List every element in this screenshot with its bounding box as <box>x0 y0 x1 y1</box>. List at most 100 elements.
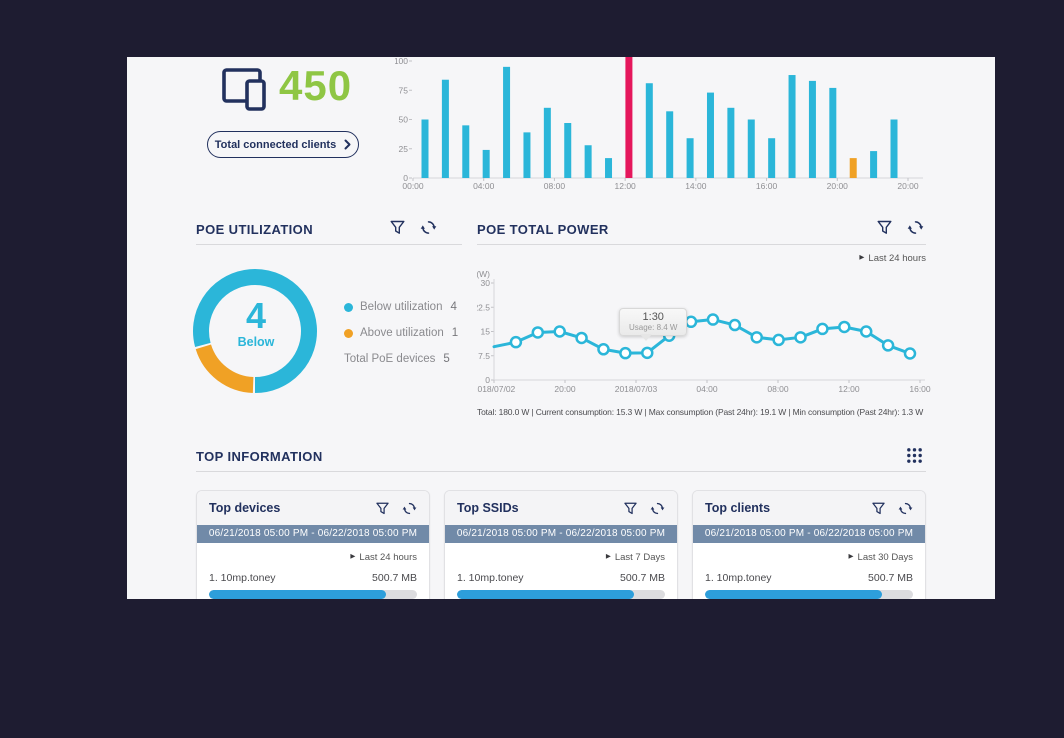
svg-text:2018/07/02: 2018/07/02 <box>477 384 516 394</box>
refresh-icon[interactable] <box>907 219 924 236</box>
period-label: Last 24 hours <box>359 552 417 563</box>
section-divider <box>196 471 926 472</box>
top-entry-row: 1. 10mp.toney 500.7 MB <box>209 572 417 584</box>
svg-text:12:00: 12:00 <box>838 384 860 394</box>
poe-power-stats: Total: 180.0 W | Current consumption: 15… <box>477 407 924 417</box>
legend-value: 1 <box>451 327 459 339</box>
svg-text:2018/07/03: 2018/07/03 <box>615 384 658 394</box>
grid-apps-icon[interactable] <box>906 447 923 464</box>
filter-icon[interactable] <box>375 501 390 516</box>
svg-text:16:00: 16:00 <box>909 384 931 394</box>
svg-text:75: 75 <box>399 85 409 95</box>
legend-item-above: Above utilization 1 <box>344 326 458 340</box>
filter-icon[interactable] <box>871 501 886 516</box>
chart-tooltip: 1:30 Usage: 8.4 W <box>619 308 688 341</box>
card-body: ▶ Last 24 hours 1. 10mp.toney 500.7 MB <box>197 543 429 599</box>
progress-fill <box>209 590 386 599</box>
period-label: Last 7 Days <box>614 552 665 563</box>
refresh-icon[interactable] <box>898 501 913 516</box>
svg-text:20:00: 20:00 <box>827 181 849 191</box>
svg-text:0: 0 <box>485 375 490 385</box>
top-entry-row: 1. 10mp.toney 500.7 MB <box>705 572 913 584</box>
connected-clients-count: 450 <box>279 62 353 109</box>
top-information-title: TOP INFORMATION <box>196 449 323 464</box>
svg-text:100: 100 <box>395 57 408 66</box>
svg-text:14:00: 14:00 <box>685 181 707 191</box>
entry-label: 1. 10mp.toney <box>457 572 524 584</box>
refresh-icon[interactable] <box>420 219 437 236</box>
svg-text:12:00: 12:00 <box>615 181 637 191</box>
svg-text:08:00: 08:00 <box>767 384 789 394</box>
poe-power-line-chart[interactable]: (W) 0 7.5 15 22.5 30 2018/07/02 20:00 2018/07/03… <box>477 269 932 397</box>
legend-dot-below <box>344 302 353 312</box>
svg-text:7.5: 7.5 <box>478 351 490 361</box>
svg-text:20:00: 20:00 <box>554 384 576 394</box>
filter-icon[interactable] <box>623 501 638 516</box>
tooltip-time: 1:30 <box>642 311 664 323</box>
poe-utilization-donut-chart[interactable] <box>191 263 321 397</box>
refresh-icon[interactable] <box>402 501 417 516</box>
svg-text:22.5: 22.5 <box>477 302 490 312</box>
card-title: Top SSIDs <box>457 501 519 515</box>
clients-bar-chart[interactable]: 0 25 50 75 100 00:00 04:00 08:00 12:00 14:00 16:00… <box>395 57 935 194</box>
progress-bar <box>457 590 665 599</box>
svg-text:00:00: 00:00 <box>402 181 424 191</box>
section-divider <box>477 244 926 245</box>
card-header: Top clients <box>693 491 925 525</box>
period-label: Last 30 Days <box>857 552 913 563</box>
card-title: Top devices <box>209 501 281 515</box>
card-body: ▶ Last 7 Days 1. 10mp.toney 500.7 MB <box>445 543 677 599</box>
tooltip-usage: Usage: 8.4 W <box>629 323 678 332</box>
play-icon: ▶ <box>859 254 865 262</box>
legend-label: Total PoE devices <box>344 353 436 365</box>
svg-text:08:00: 08:00 <box>544 181 566 191</box>
svg-text:30: 30 <box>481 278 491 288</box>
progress-fill <box>457 590 634 599</box>
card-header: Top SSIDs <box>445 491 677 525</box>
card-title: Top clients <box>705 501 771 515</box>
svg-text:20:00: 20:00 <box>897 181 919 191</box>
progress-fill <box>705 590 882 599</box>
entry-value: 500.7 MB <box>620 572 665 584</box>
card-body: ▶ Last 30 Days 1. 10mp.toney 500.7 MB <box>693 543 925 599</box>
progress-bar <box>209 590 417 599</box>
time-range-label: Last 24 hours <box>868 253 926 264</box>
legend-value: 5 <box>443 353 450 365</box>
entry-label: 1. 10mp.toney <box>705 572 772 584</box>
total-connected-clients-label: Total connected clients <box>214 138 337 151</box>
filter-icon[interactable] <box>389 219 406 236</box>
total-connected-clients-button[interactable]: Total connected clients <box>207 131 359 158</box>
play-icon: ▶ <box>848 553 854 561</box>
connected-devices-icon <box>220 66 274 114</box>
card-header: Top devices <box>197 491 429 525</box>
date-range-banner: 06/21/2018 05:00 PM - 06/22/2018 05:00 P… <box>693 525 925 543</box>
chevron-right-icon <box>344 139 351 150</box>
poe-total-power-title: POE TOTAL POWER <box>477 222 609 237</box>
period-selector[interactable]: ▶ Last 7 Days <box>457 551 665 564</box>
entry-value: 500.7 MB <box>372 572 417 584</box>
top-devices-card: Top devices 06/21/2018 05:00 PM - 06/22/… <box>196 490 430 599</box>
entry-value: 500.7 MB <box>868 572 913 584</box>
svg-text:0: 0 <box>403 173 408 183</box>
filter-icon[interactable] <box>876 219 893 236</box>
time-range-selector[interactable]: ▶ Last 24 hours <box>777 253 926 264</box>
top-information-cards: Top devices 06/21/2018 05:00 PM - 06/22/… <box>196 490 927 599</box>
svg-text:16:00: 16:00 <box>756 181 778 191</box>
play-icon: ▶ <box>605 553 611 561</box>
dashboard-panel: 450 Total connected clients 0 25 50 75 100 00… <box>127 57 995 599</box>
legend-dot-above <box>344 328 353 338</box>
play-icon: ▶ <box>350 553 356 561</box>
legend-item-below: Below utilization 4 <box>344 300 457 314</box>
svg-text:04:00: 04:00 <box>696 384 718 394</box>
legend-label: Below utilization <box>360 301 443 313</box>
top-ssids-card: Top SSIDs 06/21/2018 05:00 PM - 06/22/20… <box>444 490 678 599</box>
date-range-banner: 06/21/2018 05:00 PM - 06/22/2018 05:00 P… <box>445 525 677 543</box>
poe-utilization-legend: Below utilization 4 Above utilization 1 … <box>344 300 458 378</box>
date-range-banner: 06/21/2018 05:00 PM - 06/22/2018 05:00 P… <box>197 525 429 543</box>
legend-label: Above utilization <box>360 327 444 339</box>
legend-value: 4 <box>450 301 457 313</box>
poe-utilization-title: POE UTILIZATION <box>196 222 313 237</box>
period-selector[interactable]: ▶ Last 30 Days <box>705 551 913 564</box>
period-selector[interactable]: ▶ Last 24 hours <box>209 551 417 564</box>
refresh-icon[interactable] <box>650 501 665 516</box>
